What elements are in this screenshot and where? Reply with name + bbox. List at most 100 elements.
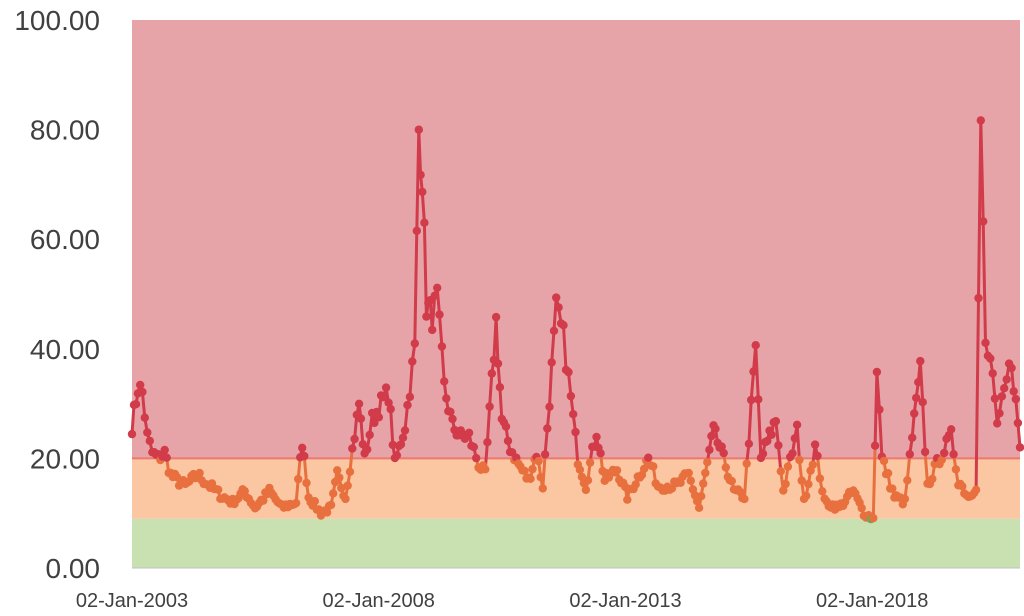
data-point	[920, 447, 930, 457]
data-point	[767, 430, 776, 439]
data-point	[487, 369, 496, 378]
data-point	[818, 487, 827, 496]
data-point	[140, 413, 149, 422]
data-point	[326, 500, 336, 510]
background-bands	[132, 20, 1020, 568]
data-point	[491, 312, 501, 322]
series-segment	[140, 390, 147, 420]
data-point	[345, 467, 355, 476]
data-point	[701, 468, 710, 478]
data-point	[997, 392, 1007, 401]
series-segment	[923, 450, 929, 486]
data-point	[1009, 387, 1018, 396]
data-point	[481, 465, 490, 474]
data-point	[143, 428, 152, 437]
data-point	[302, 478, 311, 488]
data-point	[446, 407, 455, 416]
data-point	[408, 357, 417, 366]
x-tick-label: 02-Jan-2008	[323, 590, 435, 612]
y-tick-label: 100.00	[14, 5, 100, 36]
data-point	[300, 451, 309, 461]
x-tick-label: 02-Jan-2003	[76, 590, 188, 612]
data-point	[810, 440, 820, 449]
data-point	[566, 391, 576, 401]
data-point	[774, 441, 783, 450]
data-point	[792, 420, 802, 429]
data-point	[979, 217, 988, 226]
series-segment	[776, 443, 783, 473]
data-point	[569, 410, 578, 419]
data-point	[329, 489, 338, 498]
data-point	[495, 383, 505, 392]
data-point	[976, 116, 985, 125]
data-point	[410, 339, 419, 348]
y-tick-label: 60.00	[30, 224, 100, 255]
data-point	[717, 442, 726, 451]
data-point	[536, 473, 545, 482]
series-segment	[389, 407, 395, 447]
data-point	[908, 433, 917, 442]
data-point	[386, 404, 395, 414]
data-point	[526, 474, 535, 483]
series-segment	[420, 190, 426, 225]
series-segment	[877, 408, 884, 459]
series-segment	[435, 286, 441, 317]
data-point	[493, 359, 503, 368]
data-point	[583, 476, 593, 485]
data-point	[971, 485, 981, 494]
data-point	[749, 367, 758, 376]
data-point	[442, 394, 451, 403]
x-tick-label: 02-Jan-2018	[816, 590, 928, 612]
band-2	[132, 20, 1020, 459]
data-point	[711, 424, 720, 433]
data-point	[781, 479, 790, 489]
data-point	[350, 434, 359, 444]
series-segment	[552, 296, 558, 333]
data-point	[422, 312, 431, 321]
series-segment	[749, 370, 755, 402]
data-point	[592, 432, 601, 442]
data-point	[549, 326, 559, 335]
data-point	[418, 187, 427, 197]
data-point	[623, 495, 632, 504]
series-segment	[742, 462, 749, 501]
data-point	[392, 451, 402, 460]
data-point	[240, 486, 249, 496]
data-point	[294, 474, 303, 484]
data-point	[910, 409, 919, 418]
data-point	[747, 395, 756, 405]
data-point	[388, 440, 397, 450]
data-point	[870, 441, 880, 450]
data-point	[596, 449, 605, 458]
data-point	[538, 484, 547, 493]
data-point	[545, 402, 554, 411]
series-segment	[413, 229, 419, 345]
data-point	[136, 380, 145, 390]
data-point	[815, 474, 825, 483]
data-point	[758, 449, 768, 458]
data-point	[612, 466, 622, 475]
data-point	[754, 395, 763, 404]
data-point	[951, 465, 961, 474]
data-point	[903, 476, 912, 485]
data-point	[707, 431, 716, 441]
data-point	[520, 466, 529, 475]
data-point	[888, 484, 897, 493]
data-point	[744, 439, 754, 448]
data-point	[374, 413, 384, 422]
data-point	[918, 398, 927, 407]
data-point	[354, 399, 364, 408]
data-point	[993, 419, 1002, 428]
data-point	[435, 310, 444, 319]
data-point	[912, 393, 921, 403]
data-point	[396, 440, 406, 449]
data-point	[869, 513, 878, 523]
data-point	[322, 508, 332, 517]
data-point	[804, 480, 813, 489]
data-point	[405, 392, 415, 402]
data-point	[694, 503, 704, 512]
data-point	[875, 405, 884, 414]
series-segment	[403, 403, 409, 432]
data-point	[1002, 375, 1011, 384]
data-point	[686, 476, 695, 485]
